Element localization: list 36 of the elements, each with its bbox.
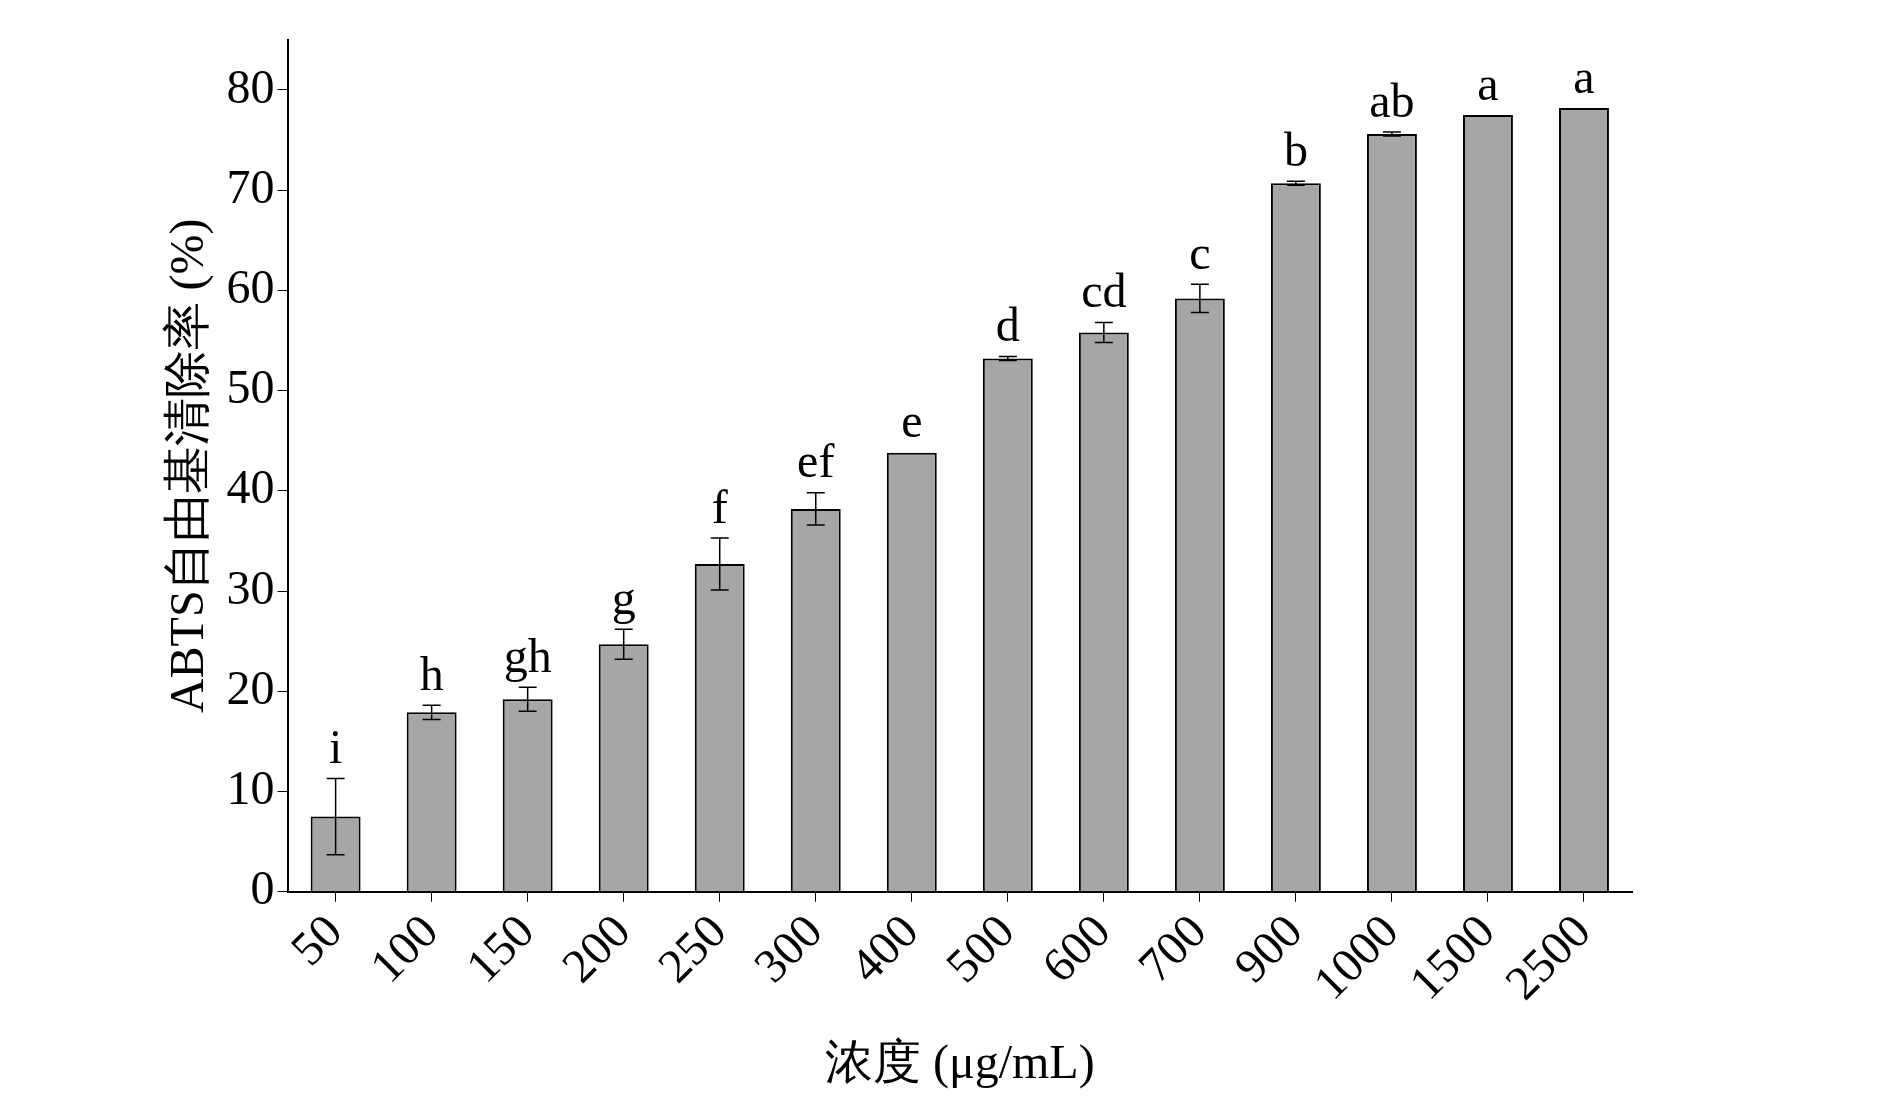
annotation: a	[1477, 56, 1499, 110]
annotation: ab	[1369, 73, 1415, 127]
y-tick-label: 60	[226, 259, 275, 313]
annotation: g	[611, 570, 636, 624]
y-tick-label: 80	[226, 59, 275, 113]
annotation: cd	[1081, 264, 1127, 318]
annotation: gh	[503, 628, 552, 682]
x-tick-label: 600	[1031, 903, 1120, 993]
x-tick-label: 400	[839, 903, 928, 993]
y-tick-label: 0	[250, 861, 275, 915]
annotation: b	[1283, 122, 1308, 176]
y-tick-label: 20	[226, 660, 275, 714]
x-tick-label: 150	[455, 903, 544, 993]
annotation: ef	[797, 434, 835, 488]
annotation: f	[711, 479, 728, 533]
annotation: e	[901, 394, 923, 448]
x-tick-label: 100	[359, 903, 448, 993]
x-tick-label: 50	[280, 903, 352, 976]
annotation: i	[328, 720, 343, 774]
x-tick-label: 200	[551, 903, 640, 993]
annotation: a	[1573, 49, 1595, 103]
annotation: c	[1189, 225, 1211, 279]
x-tick-label: 500	[935, 903, 1024, 993]
annotation: h	[419, 646, 444, 700]
x-tick-label: 900	[1223, 903, 1312, 993]
x-tick-label: 700	[1127, 903, 1216, 993]
x-tick-label: 250	[647, 903, 736, 993]
y-tick-label: 10	[226, 761, 275, 815]
x-tick-label: 300	[743, 903, 832, 993]
y-tick-label: 70	[226, 159, 275, 213]
annotation: d	[995, 298, 1020, 352]
y-tick-label: 30	[226, 560, 275, 614]
y-axis-title: ABTS自由基清除率 (%)	[160, 218, 215, 714]
y-tick-label: 40	[226, 460, 275, 514]
y-tick-label: 50	[226, 360, 275, 414]
x-axis-title: 浓度 (μg/mL)	[824, 1034, 1095, 1089]
